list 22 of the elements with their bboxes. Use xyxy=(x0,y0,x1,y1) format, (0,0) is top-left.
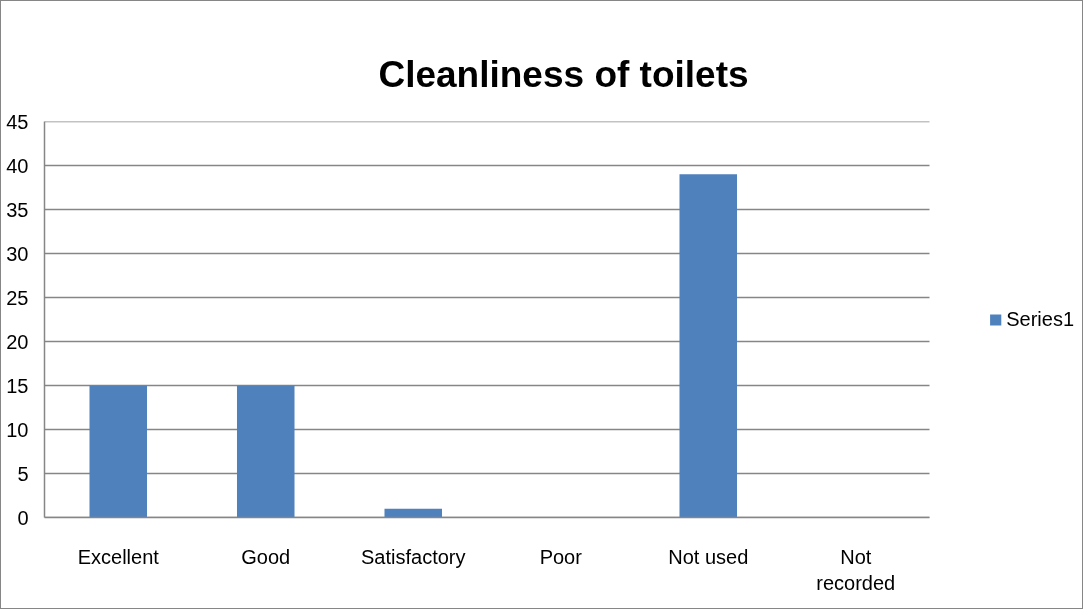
x-tick-label: Not used xyxy=(668,545,749,568)
x-tick-label: Not recorded xyxy=(816,545,896,594)
x-tick-label: Good xyxy=(241,545,291,568)
y-tick-label: 5 xyxy=(17,462,29,485)
y-tick-label: 25 xyxy=(6,286,29,309)
y-tick-label: 20 xyxy=(6,330,29,353)
bar xyxy=(384,508,443,518)
y-tick-label: 15 xyxy=(6,374,29,397)
bar xyxy=(236,385,295,518)
x-tick-label: Excellent xyxy=(77,545,160,568)
y-tick-label: 35 xyxy=(6,198,29,221)
legend-label: Series1 xyxy=(1006,307,1074,331)
y-tick-label: 10 xyxy=(6,418,29,441)
y-tick-label: 40 xyxy=(6,154,29,177)
bar xyxy=(89,385,148,518)
x-tick-label: Satisfactory xyxy=(361,545,466,568)
x-tick-label: Poor xyxy=(539,545,583,568)
y-tick-label: 45 xyxy=(6,110,29,133)
bar xyxy=(679,174,738,518)
chart-title: Cleanliness of toilets xyxy=(378,53,749,95)
y-tick-label: 30 xyxy=(6,242,29,265)
y-tick-label: 0 xyxy=(17,506,29,529)
